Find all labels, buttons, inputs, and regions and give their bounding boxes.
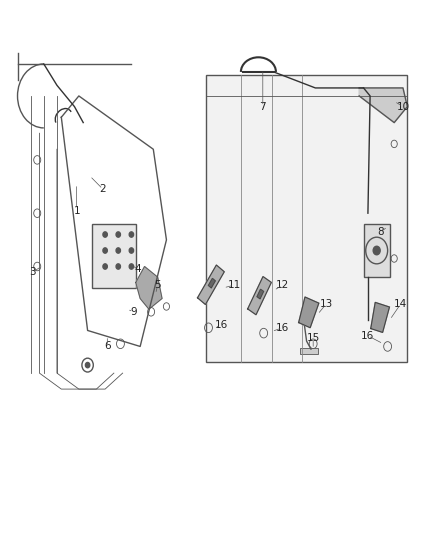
Text: 13: 13 — [320, 299, 333, 309]
Circle shape — [103, 232, 107, 237]
Text: 3: 3 — [29, 267, 36, 277]
Polygon shape — [247, 277, 272, 314]
Text: 16: 16 — [361, 331, 374, 341]
Polygon shape — [136, 266, 162, 309]
Polygon shape — [359, 88, 407, 123]
Circle shape — [116, 248, 120, 253]
Text: 9: 9 — [130, 307, 137, 317]
Polygon shape — [198, 265, 224, 304]
Text: 12: 12 — [276, 280, 289, 290]
Text: 14: 14 — [394, 299, 407, 309]
Polygon shape — [299, 297, 319, 328]
FancyBboxPatch shape — [300, 348, 318, 354]
Circle shape — [103, 248, 107, 253]
FancyBboxPatch shape — [206, 75, 407, 362]
Circle shape — [373, 246, 380, 255]
Text: 7: 7 — [259, 102, 266, 111]
Text: 4: 4 — [134, 264, 141, 274]
FancyBboxPatch shape — [364, 224, 390, 277]
Circle shape — [116, 232, 120, 237]
Circle shape — [116, 264, 120, 269]
Polygon shape — [257, 289, 264, 299]
Circle shape — [103, 264, 107, 269]
Text: 16: 16 — [276, 323, 289, 333]
Text: 1: 1 — [73, 206, 80, 215]
Text: 15: 15 — [307, 334, 320, 343]
Circle shape — [129, 248, 134, 253]
Text: 6: 6 — [104, 342, 111, 351]
Circle shape — [129, 264, 134, 269]
Text: 2: 2 — [99, 184, 106, 194]
Polygon shape — [371, 302, 389, 333]
Text: 16: 16 — [215, 320, 228, 330]
FancyBboxPatch shape — [92, 224, 136, 288]
Text: 8: 8 — [378, 227, 385, 237]
Circle shape — [85, 362, 90, 368]
Circle shape — [129, 232, 134, 237]
Text: 11: 11 — [228, 280, 241, 290]
Polygon shape — [208, 278, 215, 288]
Text: 5: 5 — [154, 280, 161, 290]
Text: 10: 10 — [396, 102, 410, 111]
